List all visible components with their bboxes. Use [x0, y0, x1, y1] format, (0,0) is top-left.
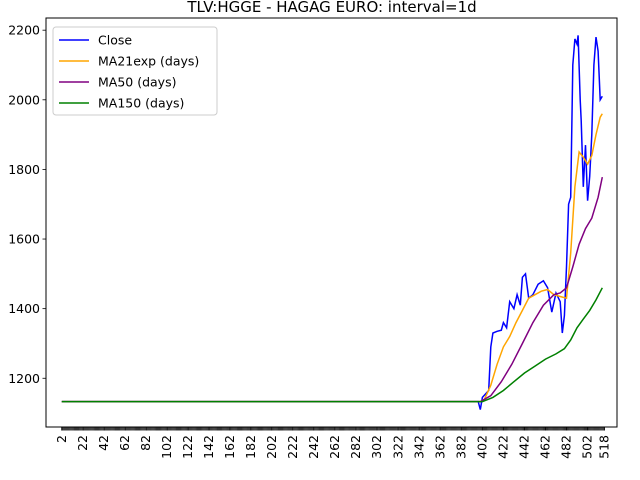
x-tick-label: 222 — [285, 435, 300, 459]
x-tick-label: 42 — [96, 435, 111, 451]
x-tick-label: 422 — [495, 435, 510, 459]
x-tick-label: 322 — [390, 435, 405, 459]
y-tick-label: 2000 — [8, 92, 40, 107]
series-line-0 — [61, 35, 603, 410]
x-tick-label: 362 — [432, 435, 447, 459]
x-tick-label: 402 — [474, 435, 489, 459]
x-tick-label: 382 — [453, 435, 468, 459]
x-tick-label: 22 — [75, 435, 90, 451]
x-tick-label: 122 — [180, 435, 195, 459]
y-tick-label: 1400 — [8, 301, 40, 316]
y-tick-label: 1200 — [8, 371, 40, 386]
series-line-3 — [61, 287, 603, 403]
x-tick-label: 82 — [138, 435, 153, 451]
y-tick-label: 1800 — [8, 162, 40, 177]
x-tick-label: 102 — [159, 435, 174, 459]
plot-lines — [61, 35, 604, 410]
legend-label-1: MA21exp (days) — [98, 54, 199, 69]
x-tick-label: 242 — [306, 435, 321, 459]
legend-label-3: MA150 (days) — [98, 96, 184, 111]
x-tick-label: 462 — [537, 435, 552, 459]
x-tick-label: 2 — [54, 435, 69, 443]
legend-label-0: Close — [98, 33, 132, 48]
series-line-2 — [61, 176, 604, 403]
x-tick-label: 162 — [222, 435, 237, 459]
y-tick-label: 2200 — [8, 23, 40, 38]
x-tick-label: 302 — [369, 435, 384, 459]
x-tick-label: 142 — [201, 435, 216, 459]
x-tick-label: 482 — [559, 435, 574, 459]
x-axis: 2 22 42 62 82 102 122 142 162 182 202 222 242 262 282 3… — [54, 427, 611, 459]
chart-title: TLV:HGGE - HAGAG EURO: interval=1d — [186, 0, 476, 16]
x-tick-label: 62 — [117, 435, 132, 451]
legend-label-2: MA50 (days) — [98, 75, 176, 90]
x-tick-label: 282 — [348, 435, 363, 459]
x-tick-label: 262 — [327, 435, 342, 459]
legend-box — [52, 26, 218, 116]
x-tick-label: 182 — [243, 435, 258, 459]
plot-frame — [45, 17, 618, 428]
y-tick-label: 1600 — [8, 232, 40, 247]
series-line-1 — [61, 113, 603, 403]
x-tick-label: 342 — [411, 435, 426, 459]
x-tick-label: 202 — [264, 435, 279, 459]
x-tick-label: 442 — [516, 435, 531, 459]
x-tick-label: 518 — [596, 435, 611, 459]
x-tick-label: 502 — [580, 435, 595, 459]
y-axis: 1200 1400 1600 1800 2000 2200 — [8, 23, 46, 386]
legend: Close MA21exp (days) MA50 (days) MA150 (day… — [52, 26, 218, 116]
